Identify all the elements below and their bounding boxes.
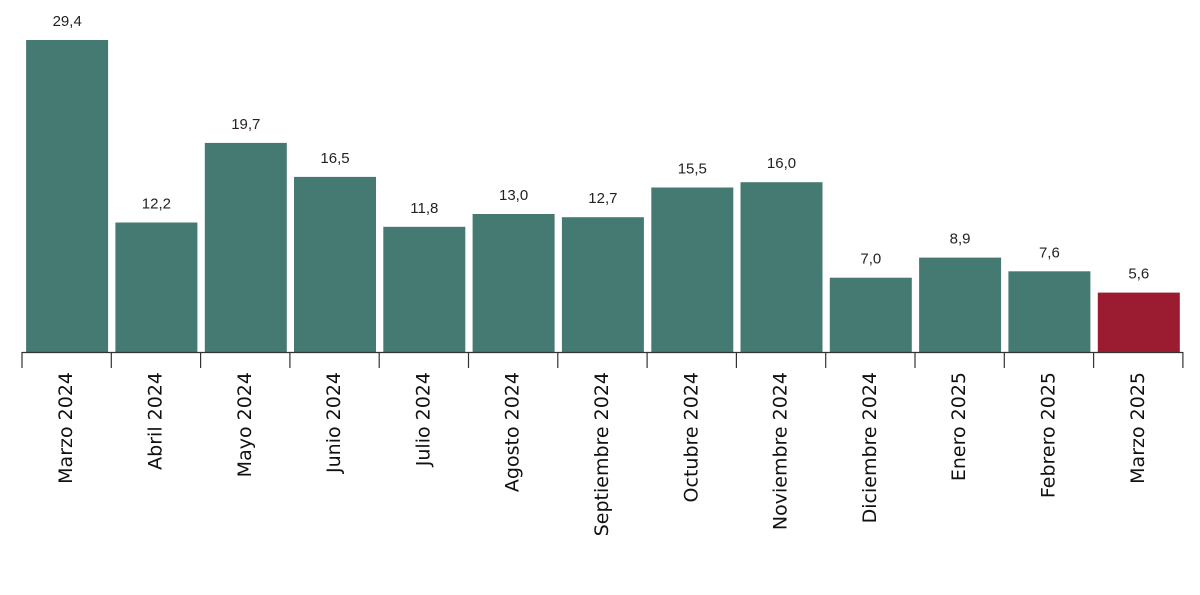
bar-mayo-2024 xyxy=(204,142,287,352)
bars-group xyxy=(26,40,1180,352)
bar-agosto-2024 xyxy=(472,214,555,352)
bar-marzo-2025 xyxy=(1097,292,1180,352)
value-label-marzo-2025: 5,6 xyxy=(1128,266,1149,283)
category-label-junio-2024: Junio 2024 xyxy=(323,372,345,474)
value-label-junio-2024: 16,5 xyxy=(320,150,349,167)
category-label-mayo-2024: Mayo 2024 xyxy=(234,372,256,477)
bar-junio-2024 xyxy=(294,176,376,352)
value-label-febrero-2025: 7,6 xyxy=(1039,244,1060,261)
x-axis xyxy=(21,351,1184,368)
bar-septiembre-2024 xyxy=(561,217,644,352)
value-label-diciembre-2024: 7,0 xyxy=(860,251,881,268)
bar-diciembre-2024 xyxy=(829,277,912,352)
value-label-enero-2025: 8,9 xyxy=(950,231,971,248)
category-label-enero-2025: Enero 2025 xyxy=(948,372,970,481)
bar-marzo-2024 xyxy=(26,40,109,352)
category-label-agosto-2024: Agosto 2024 xyxy=(502,372,524,492)
bar-octubre-2024 xyxy=(651,187,734,352)
value-labels-group: 29,4 12,2 19,7 16,5 11,8 13,0 12,7 15,5 16,0 7,0 8… xyxy=(53,13,1150,283)
value-label-mayo-2024: 19,7 xyxy=(231,116,260,133)
category-label-marzo-2024: Marzo 2024 xyxy=(55,372,77,484)
category-labels-group: Marzo 2024 Abril 2024 Mayo 2024 Junio 2024 J… xyxy=(55,372,1149,536)
value-label-octubre-2024: 15,5 xyxy=(678,161,707,178)
category-label-octubre-2024: Octubre 2024 xyxy=(680,372,702,502)
category-label-septiembre-2024: Septiembre 2024 xyxy=(591,372,613,536)
category-label-julio-2024: Julio 2024 xyxy=(412,372,434,467)
bar-febrero-2025 xyxy=(1008,271,1091,352)
value-label-marzo-2024: 29,4 xyxy=(53,13,82,30)
category-label-abril-2024: Abril 2024 xyxy=(144,372,166,470)
bar-enero-2025 xyxy=(919,257,1002,352)
bar-julio-2024 xyxy=(383,226,466,352)
category-label-diciembre-2024: Diciembre 2024 xyxy=(859,372,881,523)
bar-abril-2024 xyxy=(115,222,198,352)
category-label-marzo-2025: Marzo 2025 xyxy=(1127,372,1149,484)
value-label-septiembre-2024: 12,7 xyxy=(588,190,617,207)
category-label-noviembre-2024: Noviembre 2024 xyxy=(770,372,792,530)
category-label-febrero-2025: Febrero 2025 xyxy=(1038,372,1060,498)
value-label-abril-2024: 12,2 xyxy=(142,196,171,213)
value-label-agosto-2024: 13,0 xyxy=(499,187,528,204)
value-label-noviembre-2024: 16,0 xyxy=(767,155,796,172)
bar-noviembre-2024 xyxy=(740,182,823,352)
value-label-julio-2024: 11,8 xyxy=(410,200,438,217)
